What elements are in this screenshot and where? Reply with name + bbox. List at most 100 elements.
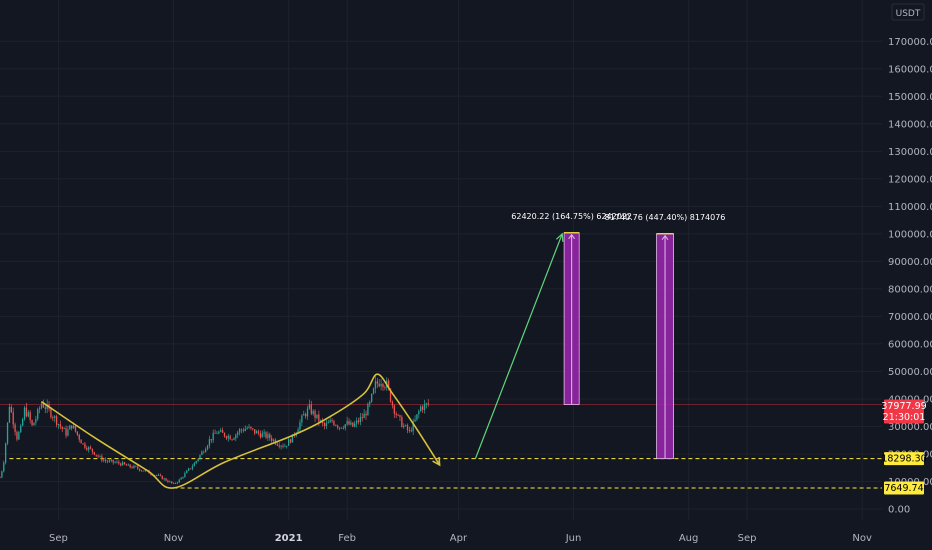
candle[interactable] (133, 464, 135, 469)
candle[interactable] (57, 423, 60, 430)
candle[interactable] (414, 415, 416, 423)
candle[interactable] (112, 459, 114, 465)
candle[interactable] (255, 429, 258, 434)
candle[interactable] (378, 379, 380, 388)
x-axis[interactable]: Sep Nov 2021 Feb Apr Jun Aug Sep Nov (49, 533, 872, 544)
candle[interactable] (225, 435, 228, 441)
candle[interactable] (242, 427, 245, 433)
candle[interactable] (348, 418, 350, 426)
candle[interactable] (408, 426, 411, 433)
candle[interactable] (278, 442, 280, 449)
candle[interactable] (155, 474, 158, 477)
candle[interactable] (393, 404, 395, 419)
candle[interactable] (197, 458, 199, 463)
candle[interactable] (410, 427, 412, 433)
candle[interactable] (108, 458, 111, 463)
candle[interactable] (59, 420, 62, 430)
candle[interactable] (71, 425, 73, 431)
candle[interactable] (95, 454, 97, 457)
candle[interactable] (397, 413, 399, 416)
candle[interactable] (161, 475, 163, 480)
candle[interactable] (306, 405, 309, 420)
candle[interactable] (33, 422, 35, 426)
candle[interactable] (167, 479, 169, 483)
currency-badge-box[interactable] (891, 3, 925, 21)
candle[interactable] (391, 400, 394, 409)
candle[interactable] (418, 409, 420, 419)
candle[interactable] (248, 423, 250, 429)
candle[interactable] (172, 482, 175, 484)
candle[interactable] (365, 410, 367, 420)
candle[interactable] (208, 435, 211, 449)
candle[interactable] (97, 454, 99, 458)
candle[interactable] (257, 429, 260, 436)
candle[interactable] (127, 463, 129, 466)
candle[interactable] (337, 424, 339, 430)
candle[interactable] (14, 422, 16, 436)
candle[interactable] (103, 457, 105, 463)
price-range-measure[interactable]: 62420.22 (164.75%) 6242022 (511, 212, 632, 405)
candle[interactable] (216, 430, 218, 435)
candle[interactable] (169, 480, 171, 483)
candle[interactable] (4, 442, 7, 465)
candle[interactable] (37, 407, 39, 421)
candle[interactable] (374, 376, 377, 394)
candle[interactable] (355, 417, 358, 428)
candle[interactable] (321, 417, 324, 427)
candle[interactable] (52, 415, 54, 421)
candle[interactable] (129, 464, 131, 469)
candle[interactable] (110, 458, 112, 463)
candle[interactable] (267, 431, 269, 441)
candle[interactable] (163, 477, 165, 481)
candle[interactable] (25, 402, 28, 418)
candle[interactable] (380, 378, 382, 391)
candle[interactable] (189, 468, 192, 470)
candle[interactable] (123, 461, 126, 465)
candle[interactable] (89, 445, 92, 450)
candle[interactable] (193, 461, 195, 467)
candle[interactable] (401, 415, 403, 428)
candle[interactable] (263, 429, 265, 437)
candle[interactable] (335, 424, 337, 427)
y-axis[interactable]: 0.0010000.0020000.0030000.0040000.005000… (888, 37, 932, 516)
candle[interactable] (116, 460, 118, 464)
candle[interactable] (350, 420, 352, 426)
candle[interactable] (333, 419, 335, 427)
candle[interactable] (361, 413, 363, 422)
candle[interactable] (254, 429, 256, 436)
candle[interactable] (384, 385, 386, 391)
candle[interactable] (237, 430, 239, 438)
candle[interactable] (80, 439, 82, 444)
candle[interactable] (206, 444, 209, 451)
candle[interactable] (223, 432, 226, 438)
candle[interactable] (352, 422, 354, 428)
currency-badge[interactable]: USDT (891, 3, 925, 21)
candle[interactable] (140, 469, 143, 472)
candle[interactable] (369, 400, 371, 408)
candle[interactable] (265, 431, 267, 440)
candle[interactable] (327, 419, 329, 424)
candle[interactable] (395, 411, 397, 418)
candle[interactable] (310, 400, 312, 416)
candle[interactable] (201, 450, 203, 456)
candle[interactable] (301, 414, 303, 427)
candle[interactable] (276, 442, 278, 447)
candle[interactable] (6, 422, 9, 446)
candle[interactable] (233, 437, 235, 441)
candle[interactable] (289, 438, 292, 444)
candle[interactable] (63, 427, 65, 430)
candle[interactable] (303, 410, 305, 416)
candle[interactable] (61, 426, 63, 433)
candle[interactable] (10, 404, 12, 414)
candle[interactable] (131, 465, 133, 469)
candle[interactable] (212, 429, 214, 443)
candle[interactable] (55, 414, 58, 428)
candle[interactable] (403, 423, 405, 429)
candle[interactable] (214, 429, 216, 434)
candle[interactable] (23, 405, 26, 421)
candle[interactable] (359, 412, 362, 426)
candle[interactable] (199, 454, 201, 461)
candle[interactable] (121, 460, 124, 466)
candle[interactable] (346, 416, 348, 427)
candle[interactable] (104, 457, 107, 464)
